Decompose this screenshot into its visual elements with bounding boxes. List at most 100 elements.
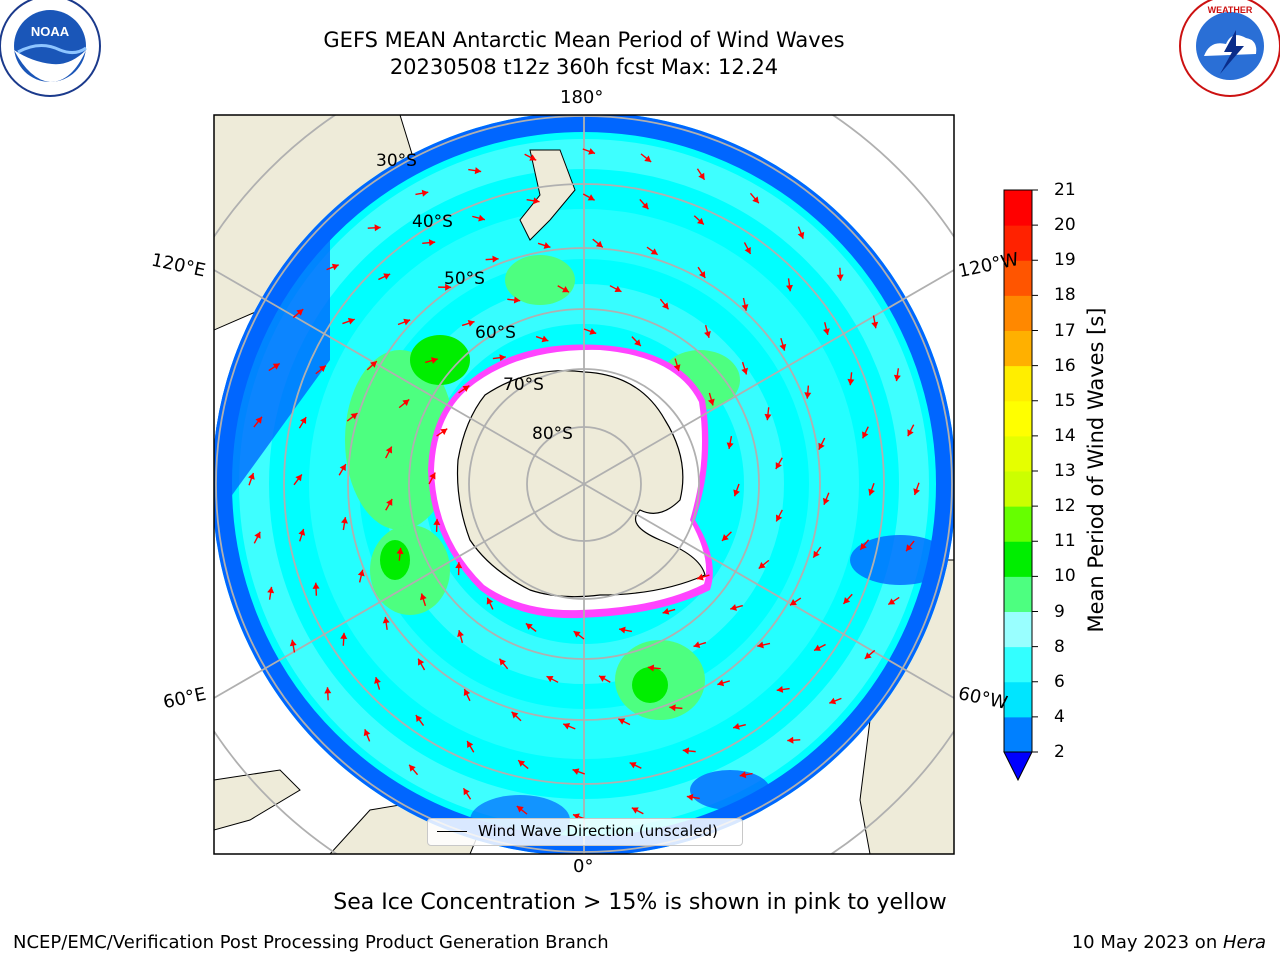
wind-arrow-head [289,639,297,647]
colorbar-tick-label: 11 [1054,531,1076,552]
wind-arrow-head [431,357,438,364]
wind-arrow-head [647,664,655,672]
colorbar-tick-label: 20 [1054,215,1076,236]
colorbar-segment [1004,295,1032,331]
wind-arrow-head [707,398,715,406]
wind-arrow-head [614,285,622,293]
noaa-logo: NOAA [0,0,101,97]
colorbar-segment [1004,225,1032,261]
wind-arrow-head [730,604,737,611]
colorbar-segment [1004,365,1032,402]
wind-arrow-head [385,446,393,454]
wind-arrow-head [272,363,280,370]
wind-arrow-head [419,593,427,601]
wind-arrow-head [697,217,704,225]
wind-arrow-head [587,194,595,201]
wind-arrow-head [588,148,596,155]
colorbar-segment [1004,190,1032,226]
wind-arrow-head [440,428,448,435]
wind-arrow-head [669,704,676,712]
colorbar-tick-label: 16 [1054,355,1076,376]
wind-arrow-head [409,764,416,772]
colorbar-tick-label: 15 [1054,390,1076,411]
wind-arrow-head [402,399,410,406]
colorbar-segment [1004,435,1032,472]
wind-arrow-head [744,247,751,254]
wind-arrow-head [907,429,914,437]
wind-arrow-head [516,806,524,813]
wind-arrow-head [634,339,641,347]
wind-arrow-head [739,771,747,779]
wind-arrow-head [428,239,436,247]
wind-arrow-head [764,413,772,421]
wind-arrow-head [295,474,302,482]
wind-arrow-head [662,607,670,615]
wind-arrow-head [463,689,471,696]
wind-arrow-head [499,354,506,362]
wind-arrow-head [546,675,554,683]
wind-arrow-head [662,302,669,310]
wind-arrow-head [779,343,787,351]
colorbar-tick-label: 12 [1054,496,1076,517]
wind-arrow-head [776,686,784,693]
svg-text:NOAA: NOAA [31,24,70,39]
colorbar-tick-label: 17 [1054,320,1076,341]
wind-arrow-head [370,361,377,368]
wind-arrow-head [650,248,658,255]
wind-arrow-head [486,597,494,605]
wind-arrow-head [478,214,485,222]
legend-label: Wind Wave Direction (unscaled) [478,822,718,840]
wind-arrow-head [757,641,764,649]
wind-arrow-head [686,793,694,801]
lat-label-60s: 60°S [475,323,516,343]
wind-arrow-head [433,518,441,526]
wind-arrow-head [797,231,805,239]
wind-arrow-head [906,544,913,552]
colorbar-tick-label: 4 [1054,706,1065,727]
colorbar-segment [1004,330,1032,367]
wind-arrow-head [403,318,411,326]
colorbar-tick-label: 14 [1054,425,1076,446]
nws-logo: WEATHER [1179,0,1280,97]
colorbar-segment [1004,646,1032,683]
wind-arrow-head [813,550,820,558]
colorbar-extend-triangle [1003,751,1033,782]
wind-arrow-head [511,711,519,719]
colorbar-label: Mean Period of Wind Waves [s] [1084,307,1108,633]
wind-arrow-head [818,442,825,450]
colorbar-segment [1004,260,1032,296]
wind-arrow-head [331,263,339,271]
wind-arrow-head [829,697,837,705]
footer-date-text: 10 May 2023 on [1071,932,1223,953]
colorbar [1003,189,1038,782]
wind-arrow-head [543,242,551,249]
wind-arrow-head [775,462,782,470]
chart-subtitle: 20230508 t12z 360h fcst Max: 12.24 [389,55,779,79]
wind-arrow-head [893,374,901,382]
wind-arrow-head [340,632,348,639]
wind-arrow-head [673,364,681,372]
wind-arrow-head [787,736,794,744]
wind-arrow-head [312,582,320,589]
colorbar-segment [1004,716,1032,753]
wind-arrow-head [698,172,705,180]
wind-arrow-head [248,472,255,480]
wind-arrow-head [758,562,766,569]
wind-arrow-head [573,631,581,638]
wind-arrow-head [775,514,783,522]
wind-arrow-head [347,317,355,325]
wind-arrow-head [752,196,759,204]
colorbar-segment [1004,471,1032,507]
wind-arrow-head [619,626,626,634]
wind-arrow-head [822,328,830,335]
wind-arrow-head [696,573,704,581]
wind-arrow-head [415,715,423,722]
wind-arrow-head [693,641,701,649]
wind-arrow-head [860,542,867,550]
wind-arrow-head [563,722,571,730]
wind-arrow-head [467,741,474,748]
wind-arrow-head [733,722,740,730]
wind-arrow-head [572,768,580,775]
wind-arrow-head [862,431,869,439]
